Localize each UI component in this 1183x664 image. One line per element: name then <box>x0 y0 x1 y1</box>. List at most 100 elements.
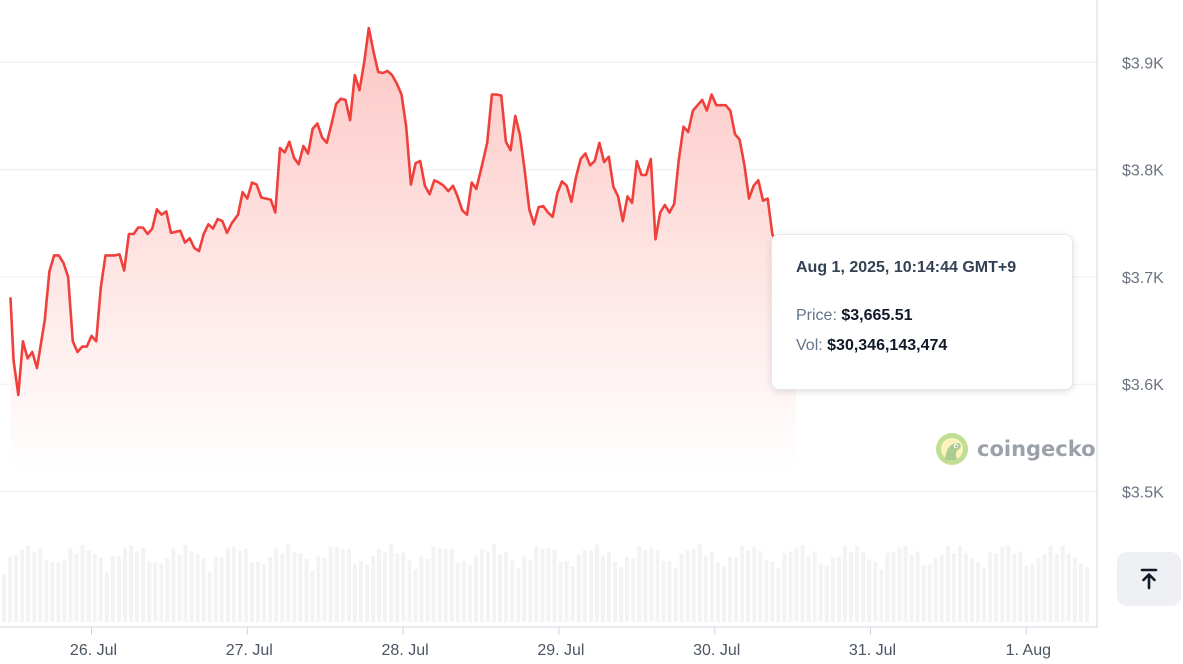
volume-bar <box>740 545 745 622</box>
price-area-fill <box>10 28 796 470</box>
scroll-to-top-button[interactable] <box>1117 552 1181 606</box>
volume-bar <box>1078 562 1083 622</box>
x-tick-label: 1. Aug <box>1006 642 1051 659</box>
volume-bar <box>50 562 55 622</box>
volume-bar <box>479 549 484 622</box>
volume-bar <box>280 553 285 622</box>
volume-bar <box>728 557 732 622</box>
volume-bar <box>516 568 521 622</box>
volume-bar <box>570 566 575 622</box>
volume-bar <box>764 560 769 622</box>
volume-bar <box>1036 558 1041 622</box>
volume-bar <box>522 556 527 622</box>
volume-bar <box>619 567 624 622</box>
volume-bar <box>613 561 618 622</box>
tooltip-volume-label: Vol: <box>796 337 823 354</box>
volume-bar <box>806 555 811 622</box>
volume-bar <box>250 562 255 622</box>
volume-bar <box>1018 551 1023 622</box>
volume-bar <box>1084 566 1089 622</box>
volume-bar <box>8 557 13 622</box>
volume-bar <box>897 547 902 622</box>
volume-bar <box>244 548 248 622</box>
volume-bar <box>734 557 739 622</box>
volume-bar <box>62 559 67 622</box>
tooltip-date: Aug 1, 2025, 10:14:44 GMT+9 <box>796 259 1017 276</box>
volume-bar <box>443 548 448 622</box>
volume-bar <box>534 546 539 622</box>
volume-bar <box>818 563 823 622</box>
volume-bar <box>873 561 878 622</box>
volume-bar <box>2 574 6 622</box>
volume-bar <box>340 549 345 622</box>
volume-bar <box>401 552 406 622</box>
volume-bar <box>1066 553 1071 622</box>
volume-bar <box>268 557 273 622</box>
volume-bar <box>528 559 533 622</box>
volume-bar <box>988 552 993 622</box>
volume-bar <box>467 565 472 622</box>
volume-bar <box>129 545 134 622</box>
volume-bar <box>933 558 938 622</box>
volume-bar <box>292 552 297 622</box>
volume-bar <box>159 563 164 622</box>
volume-bar <box>667 561 672 622</box>
volume-bar <box>407 559 412 622</box>
volume-bar <box>1042 554 1047 622</box>
volume-bar <box>183 544 188 622</box>
volume-bar <box>32 552 37 622</box>
volume-bar <box>564 561 569 622</box>
tooltip-price-row: Price: $3,665.51 <box>796 307 1048 325</box>
volume-bar <box>256 561 261 622</box>
tooltip-price-label: Price: <box>796 307 837 324</box>
volume-bar <box>957 545 962 622</box>
volume-bar <box>540 548 545 622</box>
volume-bar <box>98 557 103 622</box>
volume-bar <box>782 553 787 622</box>
volume-bar <box>1060 545 1065 622</box>
volume-bar <box>371 556 376 622</box>
y-tick-label: $3.5K <box>1122 485 1164 502</box>
volume-bar <box>867 559 872 622</box>
volume-bar <box>504 552 509 622</box>
volume-bar <box>498 554 503 622</box>
volume-bar <box>44 560 49 622</box>
volume-bar <box>788 551 793 622</box>
volume-bar <box>383 552 388 622</box>
volume-bar <box>982 567 987 622</box>
volume-bar <box>201 558 206 622</box>
volume-bar <box>558 561 563 622</box>
axes <box>0 0 1098 628</box>
volume-bar <box>649 547 654 622</box>
volume-bar <box>437 548 442 622</box>
volume-bar <box>189 551 194 622</box>
volume-bar <box>709 551 714 622</box>
volume-bar <box>141 548 146 622</box>
volume-bar <box>116 556 121 622</box>
x-tick-label: 28. Jul <box>382 642 429 659</box>
volume-bar <box>153 561 158 622</box>
y-tick-label: $3.8K <box>1122 163 1164 180</box>
volume-bar <box>842 545 847 622</box>
watermark-text: coingecko <box>977 437 1096 461</box>
volume-bar <box>298 553 303 622</box>
volume-bar <box>715 562 720 622</box>
y-tick-label: $3.6K <box>1122 377 1164 394</box>
volume-bar <box>824 565 829 622</box>
volume-bar <box>976 562 981 622</box>
volume-bar <box>486 551 490 622</box>
volume-bar <box>56 562 61 622</box>
volume-bar <box>655 550 660 622</box>
volume-bar <box>879 569 884 622</box>
volume-bar <box>661 560 666 622</box>
volume-bar <box>582 549 587 622</box>
volume-bar <box>322 558 327 622</box>
volume-bar <box>26 545 31 622</box>
volume-bar <box>346 548 351 622</box>
volume-bar <box>213 556 218 622</box>
volume-bar <box>752 546 757 622</box>
volume-bar <box>80 544 85 622</box>
volume-bar <box>135 551 140 622</box>
volume-bar <box>903 545 908 622</box>
